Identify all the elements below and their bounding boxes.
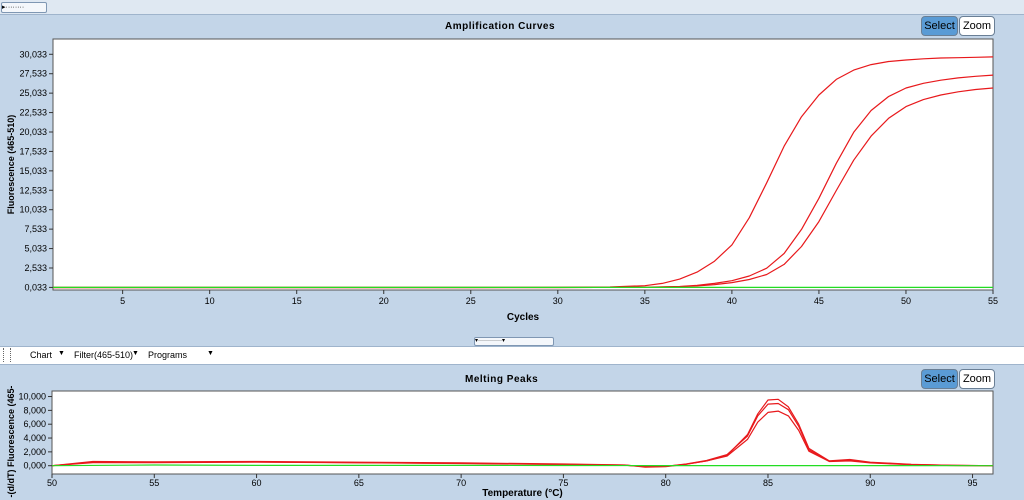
x-tick-label: 10 (205, 296, 215, 306)
y-tick-label: 12,533 (19, 185, 47, 195)
x-tick-label: 35 (640, 296, 650, 306)
amplification-chart[interactable]: 5 10 15 20 25 30 35 40 45 50 55 0,033 2,533 5,033 7,53… (0, 34, 1024, 334)
x-tick-label: 15 (292, 296, 302, 306)
series-group (52, 398, 993, 468)
y-tick-label: 8,000 (23, 405, 46, 415)
x-tick-label: 70 (456, 478, 466, 488)
x-tick-label: 45 (814, 296, 824, 306)
x-tick-label: 30 (553, 296, 563, 306)
y-tick-label: 20,033 (19, 127, 47, 137)
y-tick-label: 0,033 (24, 282, 47, 292)
x-tick-label: 55 (988, 296, 998, 306)
zoom-button[interactable]: Zoom (959, 369, 995, 389)
x-tick-label: 65 (354, 478, 364, 488)
x-tick-label: 80 (661, 478, 671, 488)
select-button[interactable]: Select (921, 16, 958, 36)
x-tick-label: 20 (379, 296, 389, 306)
y-tick-label: 27,533 (19, 69, 47, 79)
chevron-down-icon[interactable]: ▼ (207, 350, 214, 357)
x-tick-label: 50 (901, 296, 911, 306)
x-tick-label: 55 (149, 478, 159, 488)
y-tick-label: 7,533 (24, 224, 47, 234)
y-tick-label: 2,533 (24, 263, 47, 273)
chevron-down-icon[interactable]: ▼ (132, 350, 139, 357)
select-button[interactable]: Select (921, 369, 958, 389)
y-tick-label: 25,033 (19, 88, 47, 98)
y-tick-label: 2,000 (23, 447, 46, 457)
series-line (52, 410, 993, 468)
x-tick-label: 75 (558, 478, 568, 488)
x-tick-label: 90 (865, 478, 875, 488)
series-line (52, 464, 993, 467)
programs-menu[interactable]: Programs (148, 350, 188, 360)
y-tick-label: 17,533 (19, 146, 47, 156)
y-tick-label: 6,000 (23, 419, 46, 429)
chart-toolbar: Chart ▼ Filter(465-510) ▼ Programs ▼ (0, 346, 1024, 365)
x-tick-label: 85 (763, 478, 773, 488)
zoom-button[interactable]: Zoom (959, 16, 995, 36)
y-tick-label: 30,033 (19, 49, 47, 59)
x-tick-label: 50 (47, 478, 57, 488)
melting-title: Melting Peaks (465, 374, 539, 385)
amplification-title: Amplification Curves (445, 21, 556, 32)
top-splitter[interactable]: ▸········ (0, 0, 1024, 15)
y-tick-label: 15,033 (19, 166, 47, 176)
y-tick-label: 4,000 (23, 433, 46, 443)
series-group (53, 56, 993, 289)
plot-area (52, 38, 994, 291)
chevron-down-icon[interactable]: ▼ (58, 350, 65, 357)
collapse-handle[interactable]: ▸········ (1, 2, 47, 13)
x-tick-label: 40 (727, 296, 737, 306)
y-tick-label: 10,033 (19, 205, 47, 215)
x-tick-label: 95 (968, 478, 978, 488)
y-tick-label: 22,533 (19, 108, 47, 118)
y-tick-label: 0,000 (23, 461, 46, 471)
x-tick-label: 25 (466, 296, 476, 306)
y-axis-label: Fluorescence (465-510) (6, 115, 16, 215)
y-axis-label: -(d/dT) Fluorescence (465-510) (6, 386, 16, 498)
y-tick-label: 5,033 (24, 244, 47, 254)
filter-menu[interactable]: Filter(465-510) (74, 350, 134, 360)
melting-chart[interactable]: 50 55 60 65 70 75 80 85 90 95 0,000 2,000 4,000 6,000… (0, 386, 1024, 500)
y-tick-label: 10,000 (18, 392, 46, 402)
chart-menu[interactable]: Chart (30, 350, 53, 360)
x-axis-label: Temperature (°C) (482, 488, 563, 499)
panel-splitter[interactable]: ▾············▾ (474, 337, 554, 346)
toolbar-grip-icon[interactable] (3, 348, 11, 362)
x-axis-label: Cycles (507, 312, 540, 323)
x-tick-label: 5 (120, 296, 125, 306)
x-tick-label: 60 (252, 478, 262, 488)
